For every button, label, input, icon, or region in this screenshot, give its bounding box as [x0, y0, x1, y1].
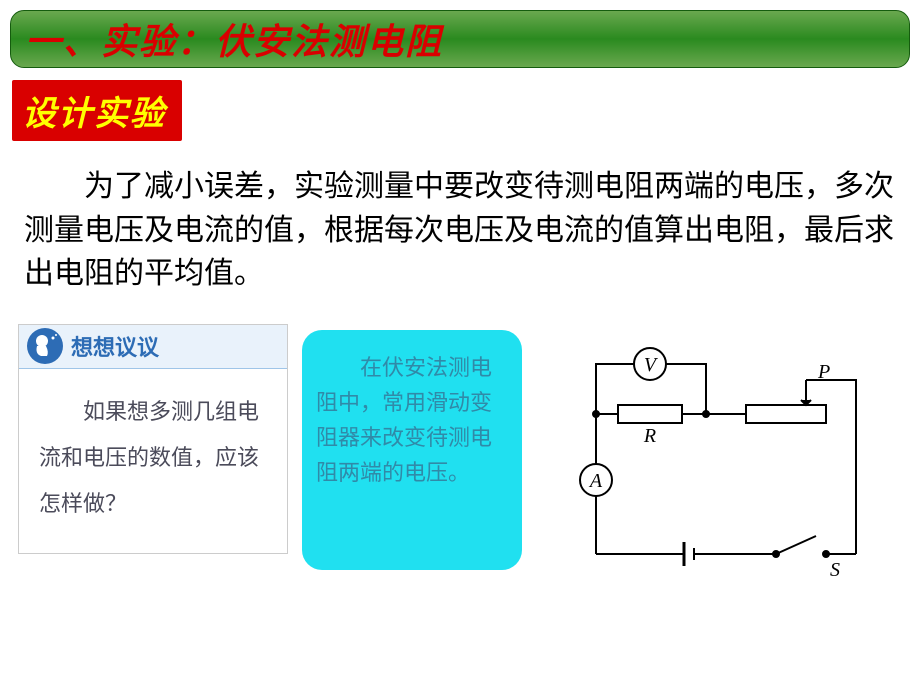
voltmeter-label: V — [644, 354, 659, 376]
section-tab: 设计实验 — [12, 80, 182, 141]
header-title: 一、实验：伏安法测电阻 — [25, 13, 443, 65]
think-tab-label: 想想议议 — [71, 330, 159, 362]
think-body-text: 如果想多测几组电流和电压的数值，应该怎样做？ — [19, 369, 287, 554]
body-paragraph: 为了减小误差，实验测量中要改变待测电阻两端的电压，多次测量电压及电流的值，根据每… — [24, 165, 896, 296]
resistor-label: R — [643, 425, 656, 447]
circuit-diagram: V A R P S — [536, 324, 902, 584]
think-card-header: 想想议议 — [19, 325, 287, 369]
slide-header: 一、实验：伏安法测电阻 — [10, 10, 910, 68]
switch-label: S — [830, 559, 840, 581]
ammeter-label: A — [588, 470, 603, 492]
slider-label: P — [817, 361, 830, 383]
note-box: 在伏安法测电阻中，常用滑动变阻器来改变待测电阻两端的电压。 — [302, 330, 522, 570]
think-card: 想想议议 如果想多测几组电流和电压的数值，应该怎样做？ — [18, 324, 288, 555]
thinker-icon — [27, 328, 63, 364]
section-tab-label: 设计实验 — [22, 96, 166, 133]
bottom-row: 想想议议 如果想多测几组电流和电压的数值，应该怎样做？ 在伏安法测电阻中，常用滑… — [0, 324, 920, 584]
